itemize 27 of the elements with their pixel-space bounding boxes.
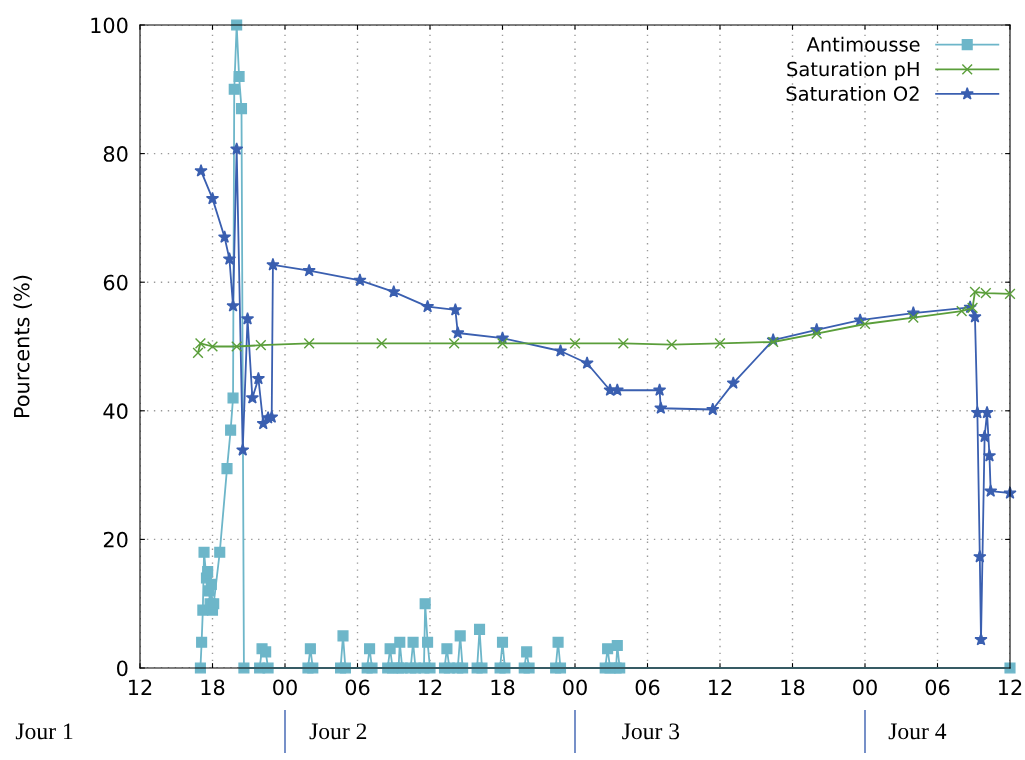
legend-label: Saturation pH <box>787 61 919 81</box>
x-tick-label: 12 <box>999 679 1022 695</box>
text: Jour 4 <box>888 723 947 740</box>
text: Jour 2 <box>309 723 367 740</box>
x-tick-label: 12 <box>709 679 732 695</box>
x-tick-label: 18 <box>491 679 515 696</box>
y-tick-label: 40 <box>103 403 128 420</box>
x-tick-label: 06 <box>635 679 660 696</box>
y-tick-label: 20 <box>103 531 128 548</box>
legend-label: Saturation O2 <box>786 85 919 102</box>
y-tick-label: 100 <box>91 17 128 34</box>
text: Jour 1 <box>15 723 73 740</box>
x-tick-label: 00 <box>853 679 877 696</box>
y-tick-label: 0 <box>117 660 128 677</box>
x-tick-label: 18 <box>781 679 805 696</box>
x-tick-label: 06 <box>925 679 950 696</box>
text: Jour 3 <box>622 723 680 740</box>
y-tick-label: 60 <box>103 274 128 291</box>
x-tick-label: 18 <box>201 679 225 696</box>
x-tick-label: 06 <box>345 679 370 696</box>
x-tick-label: 12 <box>129 679 152 695</box>
x-tick-label: 00 <box>563 679 587 696</box>
y-tick-label: 80 <box>103 146 128 162</box>
x-tick-label: 00 <box>273 679 297 696</box>
legend-label: Antimousse <box>806 36 920 52</box>
y-axis-title: Pourcents (%) <box>13 275 32 417</box>
x-tick-label: 12 <box>419 679 442 695</box>
